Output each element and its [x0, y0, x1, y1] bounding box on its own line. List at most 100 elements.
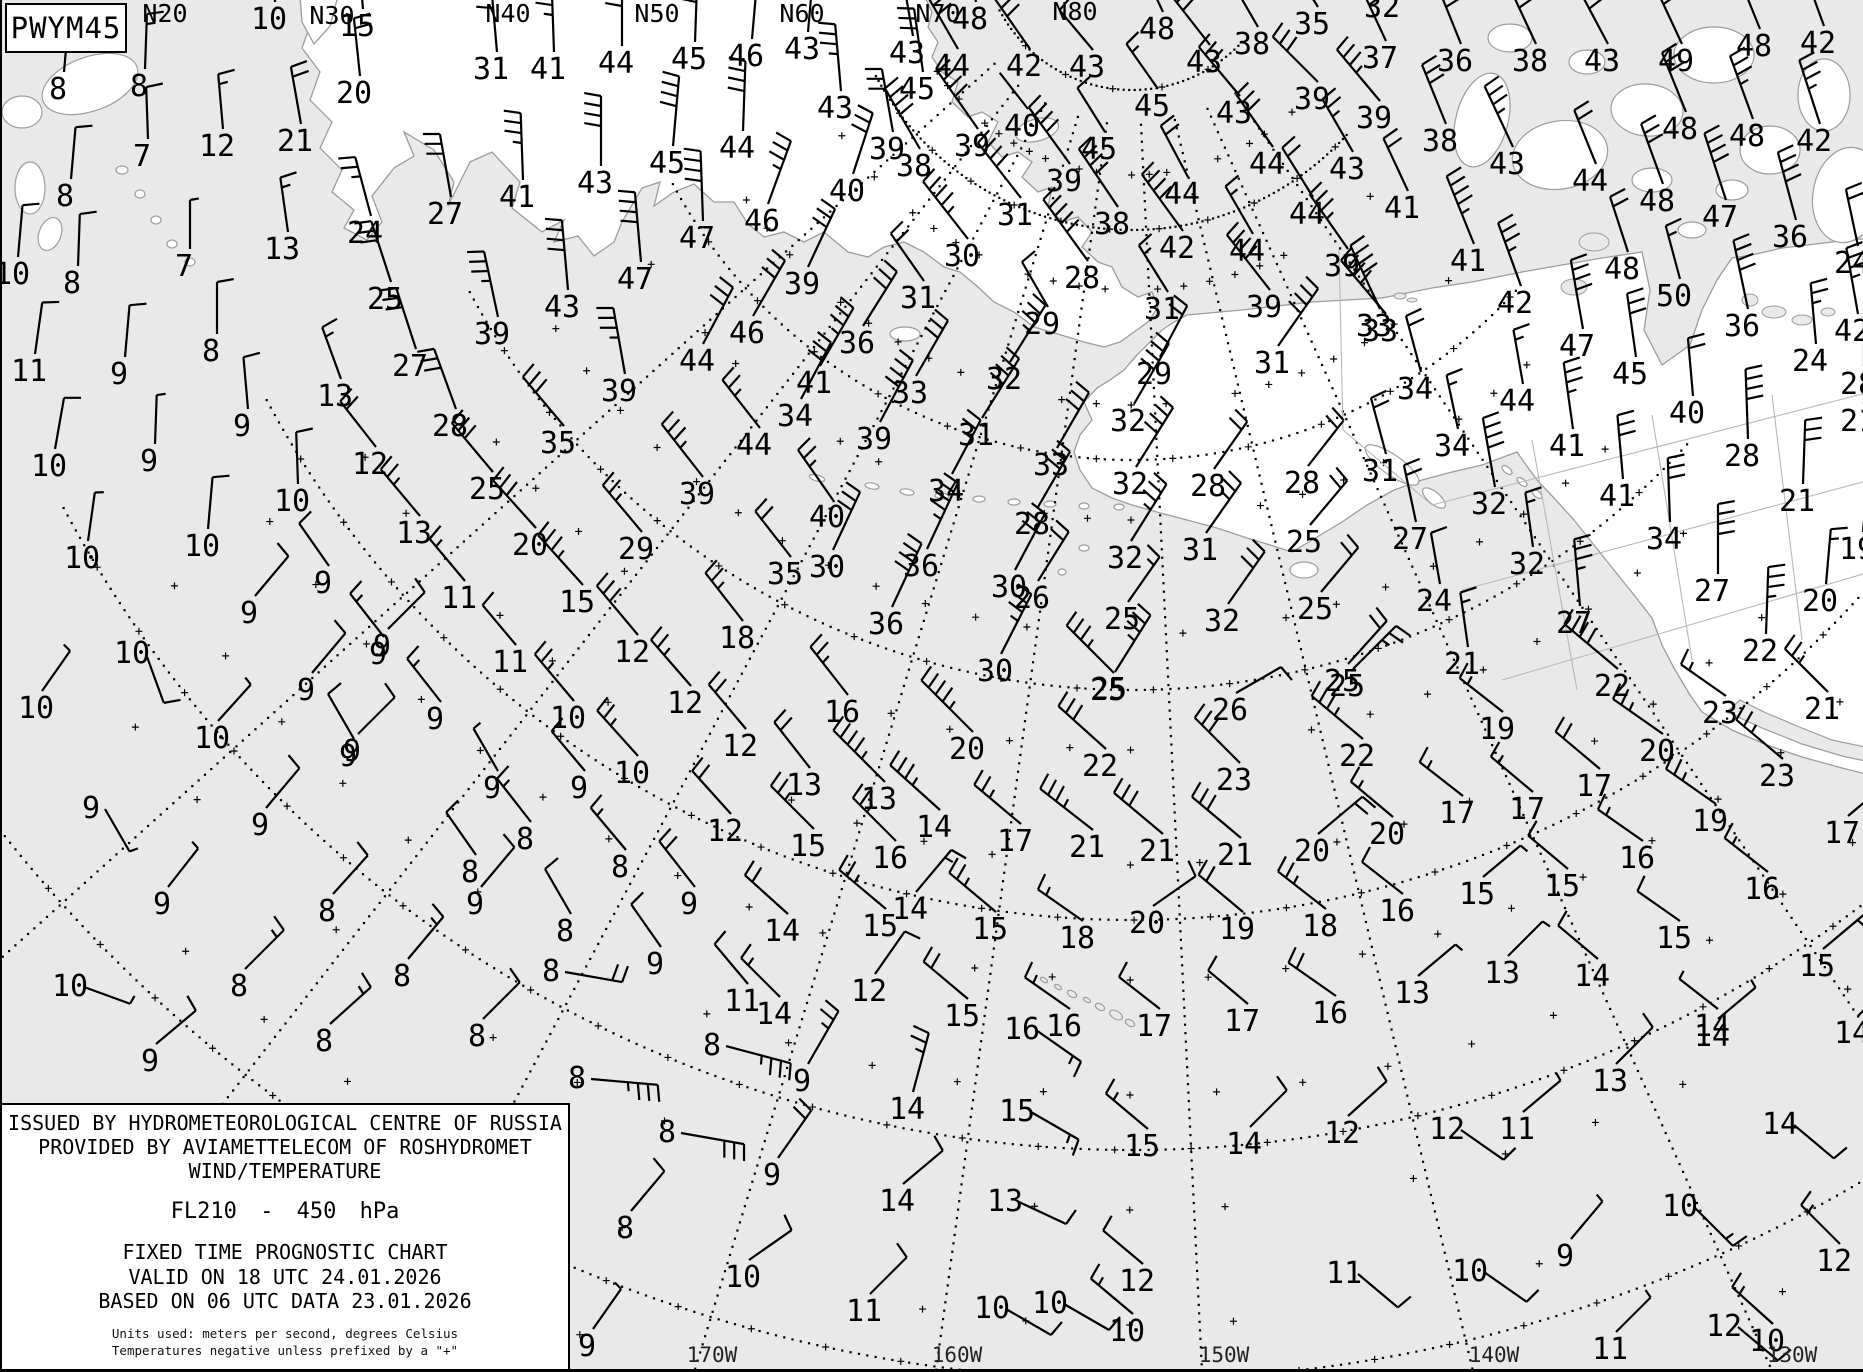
station-plot: 14 — [889, 1026, 929, 1127]
temperature-value: 43 — [1186, 45, 1222, 80]
temperature-value: 47 — [1702, 200, 1738, 235]
station-plot: 8 — [658, 1115, 744, 1161]
wind-barb-shaft — [328, 694, 354, 739]
wind-barb-feather — [76, 126, 93, 127]
wind-barb-feather — [546, 229, 563, 230]
station-plot: 10 — [2, 204, 39, 292]
wind-barb-feather — [1033, 975, 1037, 983]
temperature-value: 8 — [56, 179, 74, 214]
wind-barb-feather — [612, 964, 618, 980]
wind-barb-feather — [1055, 203, 1067, 215]
temperature-value: 45 — [649, 146, 685, 181]
wind-barb-feather — [1462, 209, 1470, 214]
temperature-value: 28 — [1190, 469, 1226, 504]
station-plot: 10 — [184, 476, 230, 564]
wind-barb-shaft — [1225, 0, 1259, 27]
wind-barb-feather — [544, 14, 553, 15]
temperature-value: 13 — [264, 232, 300, 267]
wind-barb-shaft — [330, 987, 371, 1024]
island — [1008, 499, 1020, 505]
station-plot: 18 — [705, 560, 755, 656]
wind-barb-shaft — [1491, 757, 1533, 792]
wind-barb-shaft — [322, 327, 341, 379]
temperature-value: 35 — [540, 426, 576, 461]
station-plot: 19 — [1666, 754, 1728, 839]
temperature-value: 8 — [616, 1211, 634, 1246]
wind-barb-shaft — [484, 251, 498, 317]
station-plot: 9 — [299, 511, 332, 601]
wind-barb-feather — [1398, 1296, 1411, 1307]
wind-barb-feather — [884, 260, 897, 271]
station-plot: 21 — [1040, 774, 1105, 865]
temperature-value: 43 — [784, 32, 820, 67]
wind-barb-feather — [1420, 747, 1428, 762]
wind-barb-feather — [729, 375, 740, 388]
temperature-value: 13 — [396, 516, 432, 551]
temperature-value: 34 — [1397, 372, 1433, 407]
station-plot: 9 — [763, 1098, 811, 1193]
temperature-value: 25 — [1329, 669, 1365, 704]
wind-barb-shaft — [1802, 0, 1824, 26]
wind-barb-feather — [1333, 111, 1340, 117]
wind-barb-shaft — [870, 1257, 907, 1294]
station-plot: 8 — [591, 795, 629, 885]
temperature-value: 44 — [719, 131, 755, 166]
island — [1079, 503, 1089, 509]
temperature-value: 19 — [1839, 532, 1863, 567]
wind-barb-feather — [1637, 876, 1644, 891]
lake — [1762, 306, 1786, 318]
temperature-value: 21 — [1779, 484, 1815, 519]
wind-barb-feather — [943, 688, 953, 702]
wind-barb-feather — [651, 627, 662, 640]
temperature-value: 15 — [999, 1094, 1035, 1129]
wind-barb-feather — [192, 842, 198, 849]
wind-barb-feather — [762, 267, 775, 278]
wind-barb-feather — [1454, 186, 1468, 195]
wind-barb-shaft — [1318, 797, 1362, 834]
wind-barb-shaft — [245, 930, 284, 969]
chart-info-box: ISSUED BY HYDROMETEOROLOGICAL CENTRE OF … — [2, 1103, 570, 1371]
island — [865, 482, 880, 490]
wind-barb-shaft — [1103, 1231, 1143, 1264]
wind-barb-feather — [1206, 866, 1215, 881]
station-plot: 10 — [1662, 1189, 1747, 1246]
wind-barb-shaft — [1858, 979, 1863, 1016]
temperature-value: 39 — [601, 374, 637, 409]
station-plot: 15 — [1799, 914, 1863, 984]
station-plot: 42 — [990, 0, 1042, 84]
wind-barb-feather — [1106, 1079, 1115, 1094]
wind-barb-feather — [620, 211, 637, 212]
temperature-value: 44 — [598, 46, 634, 81]
wind-barb-shaft — [1126, 44, 1158, 89]
temperature-value: 20 — [1802, 584, 1838, 619]
wind-barb-shaft — [709, 685, 746, 729]
wind-barb-feather — [1447, 167, 1461, 176]
wind-barb-feather — [658, 634, 669, 647]
station-plot: 9 — [233, 353, 260, 444]
temperature-value: 7 — [175, 249, 193, 284]
temperature-value: 48 — [1639, 184, 1675, 219]
wind-barb-feather — [767, 258, 780, 269]
temperature-value: 46 — [744, 204, 780, 239]
wind-barb-feather — [1148, 545, 1160, 557]
wind-barb-feather — [1195, 704, 1205, 718]
wind-barb-feather — [618, 191, 635, 192]
wind-barb-feather — [1499, 755, 1504, 763]
wind-barb-shaft — [1610, 197, 1628, 252]
temperature-value: 44 — [1229, 234, 1265, 269]
wind-barb-shaft — [715, 944, 748, 984]
temperature-value: 16 — [824, 695, 860, 730]
wind-barb-feather — [1359, 254, 1373, 264]
wind-barb-shaft — [1019, 1202, 1066, 1224]
wind-barb-shaft — [18, 205, 23, 257]
wind-barb-shaft — [726, 1046, 791, 1063]
temperature-value: 14 — [879, 1184, 915, 1219]
wind-barb-feather — [1147, 559, 1153, 565]
station-plot: 11 — [1326, 1256, 1411, 1307]
temperature-value: 48 — [1729, 119, 1765, 154]
wind-barb-feather — [474, 723, 481, 729]
wind-barb-shaft — [1484, 1272, 1527, 1302]
wind-barb-feather — [1073, 1140, 1079, 1156]
wind-barb-feather — [832, 328, 839, 334]
wind-barb-feather — [709, 672, 720, 685]
